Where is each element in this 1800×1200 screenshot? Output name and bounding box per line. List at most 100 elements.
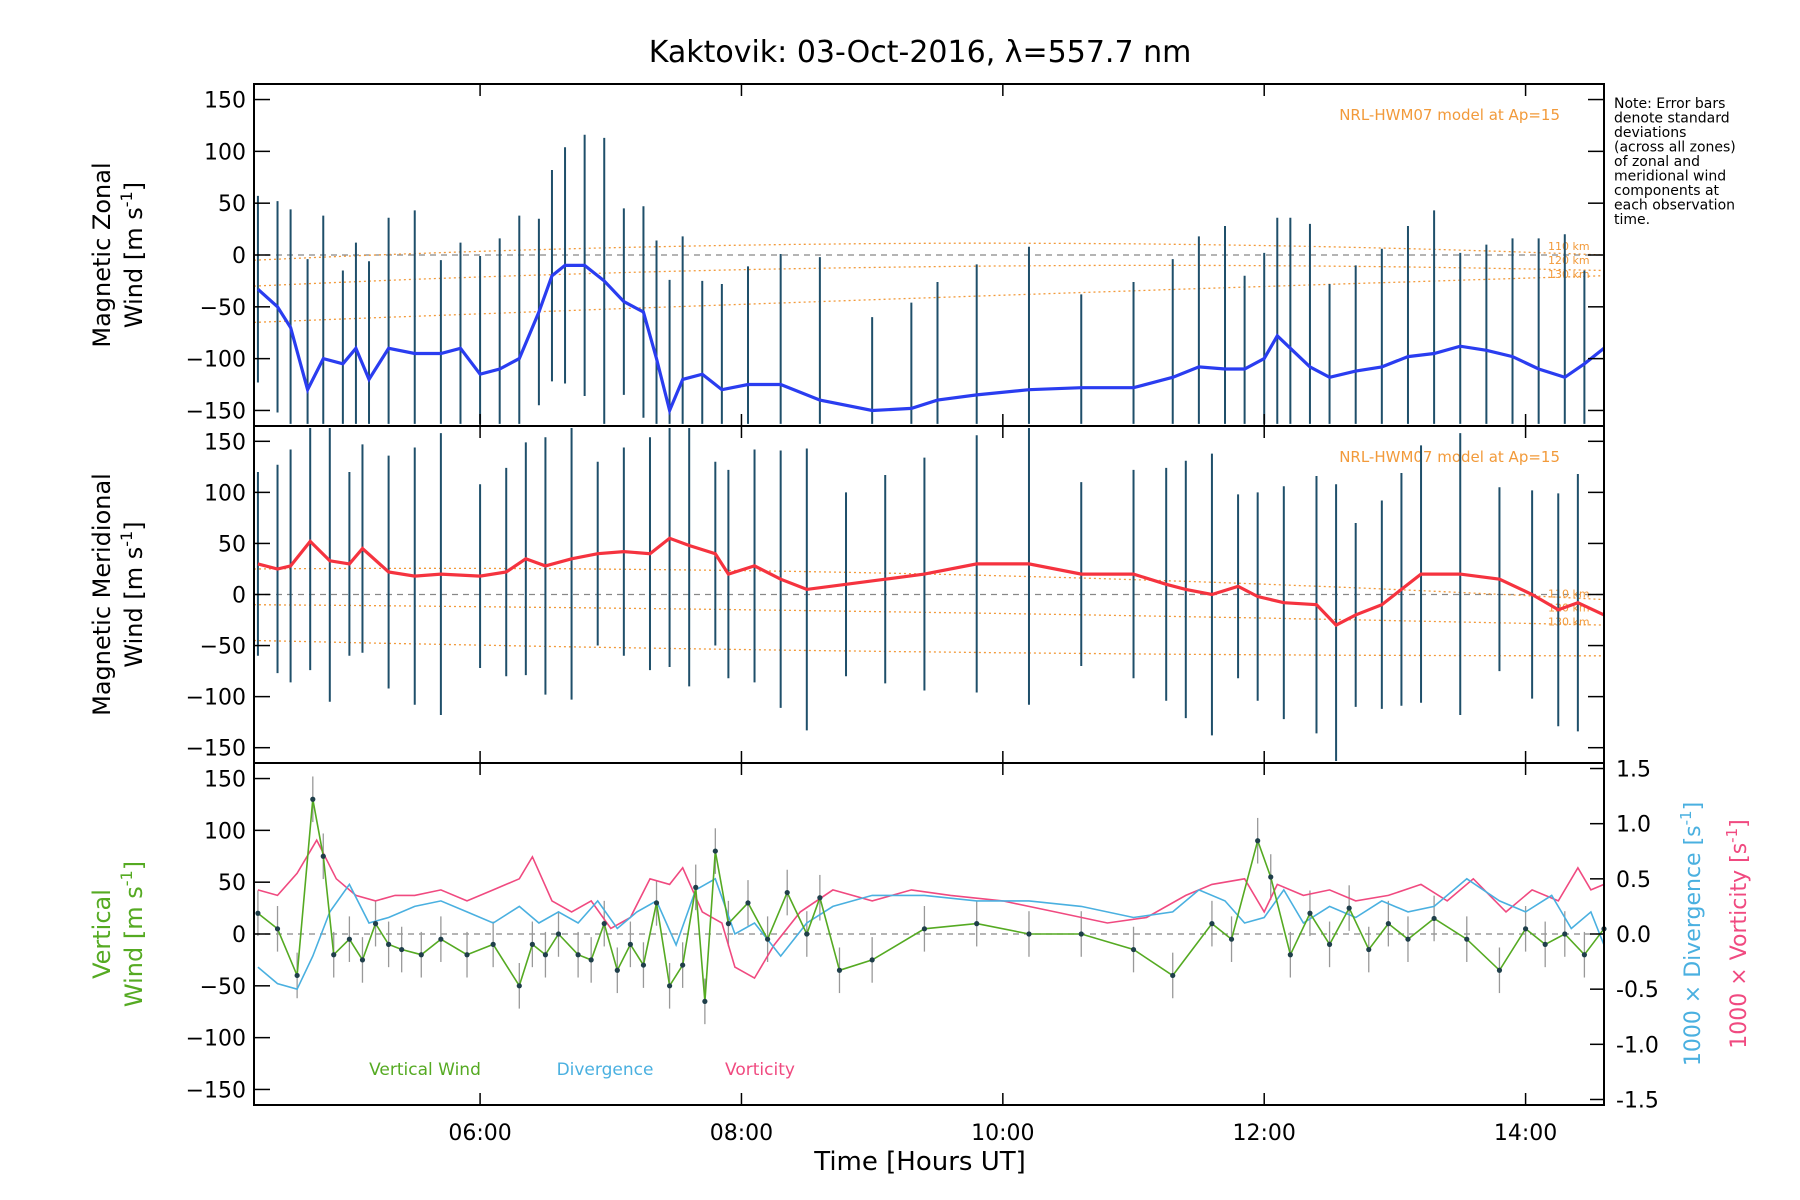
y-tick-label: 150 <box>204 768 246 793</box>
y-axis-label: Magnetic Meridional Wind [m s-1] <box>88 473 148 716</box>
divergence-line <box>257 877 1605 991</box>
vertical-wind-point <box>693 884 699 890</box>
vertical-wind-point <box>1268 874 1274 880</box>
vertical-wind-point <box>516 983 522 989</box>
vertical-wind-point <box>438 936 444 942</box>
note-line: components at <box>1614 183 1720 199</box>
x-tick-label: 06:00 <box>448 1121 511 1146</box>
vertical-wind-point <box>1209 921 1215 927</box>
svg-text:1000 × Vorticity [s-1]: 1000 × Vorticity [s-1] <box>1723 819 1752 1048</box>
vertical-wind-point <box>1366 946 1372 953</box>
vertical-wind-line <box>257 799 1605 1002</box>
note-line: Note: Error bars <box>1614 96 1725 112</box>
vertical-wind-point <box>1287 952 1293 958</box>
y-tick-label: −150 <box>186 399 246 424</box>
vertical-wind-point <box>372 921 379 927</box>
legend-item: Vorticity <box>725 1060 795 1080</box>
vertical-wind-point <box>346 936 353 942</box>
y-tick-label: 0 <box>232 584 246 609</box>
y-tick-label: −100 <box>186 348 246 373</box>
model-altitude-label: 120 km <box>1548 254 1590 267</box>
note-line: (across all zones) <box>1614 140 1736 156</box>
vertical-wind-point <box>1562 931 1568 937</box>
right-tick-label: -0.5 <box>1616 978 1659 1003</box>
vertical-wind-point <box>490 941 496 947</box>
model-label: NRL-HWM07 model at Ap=15 <box>1339 448 1560 466</box>
vertical-wind-point <box>1078 931 1084 937</box>
y-axis-label-line1: Magnetic Meridional <box>88 473 116 716</box>
vertical-wind-point <box>974 921 980 927</box>
right-tick-label: 0.5 <box>1616 868 1651 893</box>
vertical-error-bars <box>257 776 1605 1025</box>
model-altitude-label: 130 km <box>1548 268 1590 281</box>
y-axis-label-line2: Wind [m s-1] <box>117 521 148 667</box>
y-tick-label: 100 <box>204 481 246 506</box>
vertical-wind-point <box>1522 926 1529 932</box>
vertical-wind-point <box>1255 838 1261 844</box>
vertical-wind-point <box>1026 931 1032 937</box>
y-axis-label-line1: Vertical <box>88 889 116 979</box>
vertical-wind-point <box>712 848 718 854</box>
model-curve <box>253 275 1605 324</box>
zonal-wind-line <box>256 263 1605 416</box>
vertical-wind-point <box>310 796 316 802</box>
y-tick-label: 150 <box>204 89 246 114</box>
vertical-wind-point <box>765 936 771 942</box>
x-tick-label: 12:00 <box>1233 1121 1296 1146</box>
x-axis-label: Time [Hours UT] <box>813 1147 1026 1177</box>
y-tick-label: −150 <box>186 1078 246 1103</box>
y-axis-label-line2: Wind [m s-1] <box>117 182 148 328</box>
y-axis-label-line2: Wind [m s-1] <box>117 861 148 1007</box>
model-curves <box>253 242 1605 324</box>
vertical-wind-point <box>627 941 633 947</box>
right-tick-label: 0.0 <box>1616 923 1651 948</box>
vertical-wind-point <box>529 941 535 947</box>
vertical-wind-point <box>1496 967 1503 973</box>
vertical-wind-point <box>294 972 300 979</box>
legend-item: Vertical Wind <box>369 1060 481 1080</box>
y-tick-label: 50 <box>218 532 246 557</box>
vertical-wind-point <box>784 889 790 896</box>
vertical-wind-point <box>680 962 686 968</box>
vertical-wind-point <box>640 962 647 968</box>
vertical-wind-point <box>1581 952 1587 958</box>
vertical-wind-point <box>1346 905 1352 911</box>
panel-3: 1.5 1.0 0.5 0.0 -0.5 -1.0 -1.5 1000 × Divergenc… <box>186 758 1752 1114</box>
vorticity-axis-label: 1000 × Vorticity [s-1] <box>1723 819 1752 1048</box>
vertical-wind-point <box>1431 915 1437 922</box>
y-axis-label: Vertical Wind [m s-1] <box>88 861 148 1007</box>
y-tick-label: 50 <box>218 871 246 896</box>
model-altitude-label: 110 km <box>1548 588 1590 601</box>
vertical-wind-point <box>1130 946 1137 953</box>
vertical-wind-point <box>869 957 875 963</box>
vertical-wind-point <box>666 983 673 989</box>
note-line: denote standard <box>1614 111 1730 127</box>
vertical-wind-point <box>274 926 281 932</box>
y-tick-label: −100 <box>186 1027 246 1052</box>
vertical-wind-point <box>745 900 751 906</box>
meridional-wind-line <box>257 536 1605 628</box>
model-label: NRL-HWM07 model at Ap=15 <box>1339 106 1560 124</box>
right-tick-label: -1.0 <box>1616 1033 1659 1058</box>
model-curve <box>253 264 1605 287</box>
y-tick-label: 0 <box>232 244 246 269</box>
right-tick-label: 1.5 <box>1616 758 1651 783</box>
right-tick-label: -1.5 <box>1616 1088 1659 1113</box>
y-tick-label: 150 <box>204 430 246 455</box>
vertical-wind-point <box>601 921 607 927</box>
y-axis-label-line1: Magnetic Zonal <box>88 162 116 347</box>
vertical-wind-points <box>255 796 1607 1004</box>
chart-title: Kaktovik: 03-Oct-2016, λ=557.7 nm <box>649 35 1192 70</box>
y-tick-label: −100 <box>186 686 246 711</box>
vertical-wind-point <box>255 910 261 916</box>
note-line: of zonal and <box>1614 154 1700 170</box>
divergence-axis-label: 1000 × Divergence [s-1] <box>1677 802 1706 1066</box>
svg-text:1000 × Divergence [s-1]: 1000 × Divergence [s-1] <box>1677 802 1706 1066</box>
vertical-wind-point <box>1385 921 1391 927</box>
vertical-wind-point <box>817 895 823 901</box>
model-curve <box>253 604 1605 626</box>
vorticity-line <box>257 838 1605 980</box>
